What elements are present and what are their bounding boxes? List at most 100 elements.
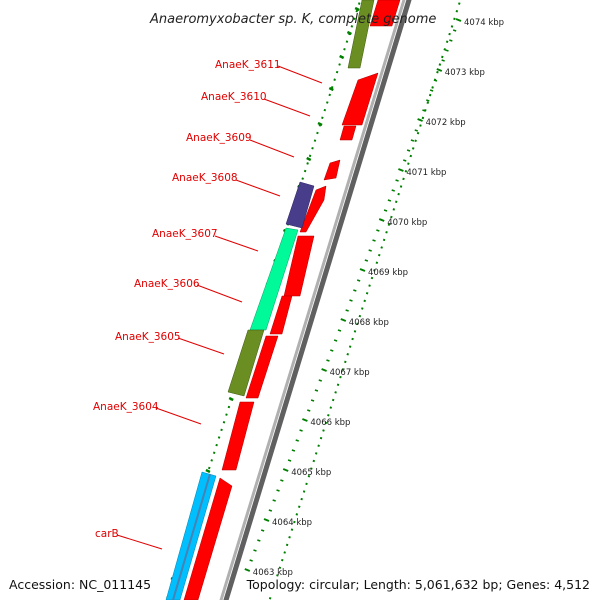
ruler-minor-tick	[349, 299, 353, 302]
ruler-minor-tick	[353, 289, 357, 292]
gene-label[interactable]: AnaeK_3607	[152, 228, 218, 240]
red-gene-3605b	[269, 295, 293, 335]
ruler-tick-label: 4067 kbp	[330, 368, 370, 378]
ruler-tick-label: 4065 kbp	[291, 468, 331, 478]
ruler-tick	[417, 118, 423, 122]
purple-gene-3608	[285, 181, 315, 229]
feature-tick	[354, 6, 360, 12]
red-gene-3606	[283, 235, 315, 297]
feature-tick	[228, 396, 234, 402]
ruler-tick-label: 4066 kbp	[310, 418, 350, 428]
ruler-tick	[340, 318, 347, 322]
red-gene-3610	[341, 72, 379, 126]
ruler-tick-label: 4074 kbp	[464, 18, 504, 28]
gene-label[interactable]: carB	[95, 528, 119, 540]
ruler-minor-tick	[345, 309, 349, 312]
ruler-minor-tick	[395, 179, 399, 182]
gene-label-leader	[155, 407, 202, 425]
gene-label-leader	[263, 98, 311, 117]
ruler-minor-tick	[441, 59, 445, 62]
ruler-minor-tick	[299, 429, 303, 432]
feature-tick	[339, 54, 345, 60]
ruler-minor-tick	[445, 49, 449, 52]
topology-text: Topology: circular; Length: 5,061,632 bp…	[244, 577, 592, 592]
red-gene-top	[369, 0, 401, 27]
cyan-gene-carB-stripe	[172, 473, 211, 600]
gene-label-leader	[116, 534, 163, 550]
ruler-minor-tick	[368, 249, 372, 252]
gene-label-leader	[277, 65, 323, 84]
ruler-minor-tick	[257, 539, 261, 542]
ruler-tick-label: 4072 kbp	[426, 118, 466, 128]
ruler-minor-tick	[337, 329, 342, 332]
ruler-tick-label: 4070 kbp	[387, 218, 427, 228]
ruler-tick-label: 4071 kbp	[406, 168, 446, 178]
ruler-minor-tick	[268, 509, 273, 512]
red-gene-3609	[339, 125, 357, 141]
genome-backbone	[219, 0, 412, 600]
ruler-minor-tick	[383, 209, 388, 212]
ruler-minor-tick	[391, 189, 395, 192]
ruler-tick	[436, 68, 443, 72]
ruler-tick-label: 4069 kbp	[368, 268, 408, 278]
ruler-minor-tick	[387, 199, 392, 202]
ruler-minor-tick	[314, 389, 319, 392]
gene-label[interactable]: AnaeK_3605	[115, 331, 181, 343]
ruler-minor-tick	[414, 129, 418, 132]
ruler-tick	[302, 418, 308, 422]
ruler-tick	[455, 18, 462, 22]
ruler-minor-tick	[260, 529, 265, 532]
map-title: Anaeromyxobacter sp. K, complete genome	[149, 12, 436, 27]
ruler-minor-tick	[406, 149, 411, 152]
ruler-minor-tick	[310, 399, 315, 402]
ruler-minor-tick	[318, 379, 322, 382]
ruler-track-guide	[268, 0, 462, 600]
reverse-strand-genes	[183, 0, 401, 600]
red-gene-3605	[245, 335, 279, 399]
feature-tick	[328, 86, 334, 92]
gene-label-leader	[196, 284, 243, 303]
red-gene-3608	[323, 159, 341, 181]
ruler-minor-tick	[449, 39, 453, 42]
feature-tick	[205, 468, 211, 474]
gene-label-leader	[249, 139, 295, 158]
ruler-minor-tick	[326, 359, 330, 362]
ruler-minor-tick	[426, 99, 430, 102]
ruler-minor-tick	[452, 29, 457, 32]
gene-label[interactable]: AnaeK_3609	[186, 132, 252, 144]
gene-label[interactable]: AnaeK_3610	[201, 91, 267, 103]
gene-label[interactable]: AnaeK_3608	[172, 172, 238, 184]
ruler-tick	[378, 218, 385, 222]
olive-gene-3605	[227, 329, 265, 397]
gene-label[interactable]: AnaeK_3606	[134, 278, 200, 290]
gene-label[interactable]: AnaeK_3611	[215, 59, 281, 71]
ruler-tick	[359, 268, 366, 272]
ruler-minor-tick	[272, 499, 276, 502]
green-gene-3607	[249, 227, 299, 331]
ruler-minor-tick	[333, 339, 338, 342]
gene-label-leader	[235, 179, 281, 197]
ruler-minor-tick	[287, 459, 292, 462]
ruler-minor-tick	[429, 89, 434, 92]
ruler-minor-tick	[330, 349, 334, 352]
ruler-tick-label: 4073 kbp	[445, 68, 485, 78]
ruler-minor-tick	[249, 559, 253, 562]
ruler-tick-label: 4068 kbp	[349, 318, 389, 328]
ruler-tick	[263, 518, 270, 522]
ruler-minor-tick	[372, 239, 376, 242]
gene-labels: AnaeK_3611 AnaeK_3610 AnaeK_3609 AnaeK_3608…	[93, 59, 323, 550]
ruler-minor-tick	[410, 139, 415, 142]
ruler-minor-tick	[276, 489, 280, 492]
ruler-tick	[282, 468, 289, 472]
ruler-minor-tick	[364, 259, 369, 262]
ruler-tick	[398, 168, 404, 172]
gene-label[interactable]: AnaeK_3604	[93, 401, 159, 413]
ruler-minor-tick	[433, 79, 438, 82]
ruler-tick-label: 4064 kbp	[272, 518, 312, 528]
ruler-tick	[321, 368, 327, 372]
ruler-tick-label: 4063 kbp	[253, 568, 293, 578]
ruler-minor-tick	[403, 159, 407, 162]
gene-label-leader	[177, 337, 225, 355]
forward-strand-genes	[165, 0, 375, 600]
